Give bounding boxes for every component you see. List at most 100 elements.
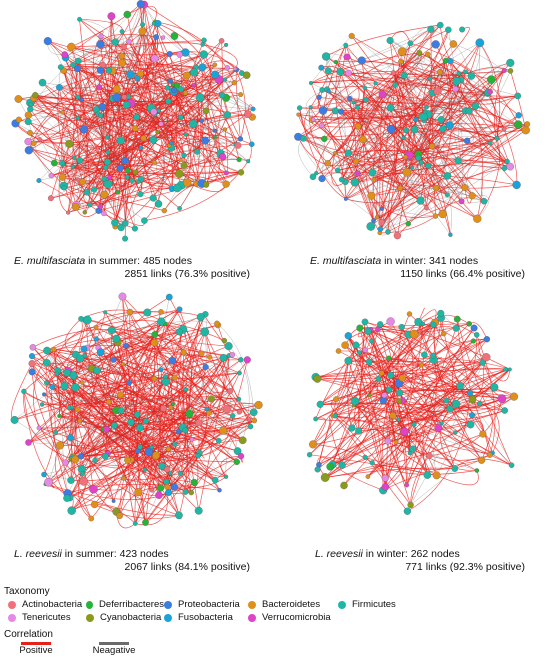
network-node	[27, 105, 34, 113]
network-node	[507, 68, 514, 74]
network-node	[43, 346, 51, 355]
network-node	[125, 167, 131, 174]
positive-link	[414, 43, 454, 120]
network-node	[153, 34, 160, 40]
network-node	[24, 111, 33, 119]
network-node	[112, 85, 121, 94]
legend-item-proteobacteria: Proteobacteria	[164, 599, 248, 610]
network-node	[80, 345, 88, 353]
network-node	[169, 141, 174, 146]
network-node	[25, 439, 32, 446]
positive-link	[315, 94, 383, 174]
positive-link	[325, 467, 455, 478]
positive-link	[312, 417, 326, 445]
network-node	[409, 329, 419, 339]
network-node	[456, 382, 464, 390]
positive-link	[59, 54, 204, 89]
positive-link	[367, 338, 488, 477]
network-node	[316, 94, 322, 100]
positive-link	[71, 504, 136, 524]
network-node	[165, 446, 172, 452]
network-node	[229, 352, 236, 358]
positive-link	[379, 167, 505, 234]
network-node	[344, 356, 353, 365]
network-node	[74, 406, 81, 413]
negative-link	[50, 89, 175, 199]
network-node	[36, 178, 42, 183]
network-node	[445, 121, 454, 130]
network-node	[103, 310, 108, 315]
network-node	[473, 332, 480, 338]
negative-link	[121, 55, 254, 110]
network-node	[433, 87, 442, 96]
negative-link	[298, 138, 314, 177]
network-node	[250, 106, 256, 112]
positive-link	[436, 470, 479, 486]
negative-link	[378, 378, 473, 406]
positive-link	[38, 354, 77, 429]
network-node	[150, 54, 159, 63]
network-node	[219, 354, 228, 362]
network-node	[29, 344, 37, 351]
positive-link	[55, 375, 75, 433]
negative-link	[179, 114, 228, 209]
network-node	[402, 167, 412, 177]
positive-link	[172, 360, 239, 400]
negative-link	[47, 40, 88, 193]
negative-link	[424, 111, 452, 235]
network-node	[350, 178, 360, 187]
network-node	[158, 367, 164, 373]
positive-link	[31, 363, 65, 389]
positive-link	[390, 321, 505, 411]
positive-link	[198, 355, 230, 511]
positive-link	[370, 115, 519, 227]
network-node	[468, 192, 476, 200]
positive-link	[104, 16, 112, 179]
negative-link	[400, 61, 462, 202]
network-node	[487, 75, 496, 84]
negative-link	[340, 111, 409, 157]
network-node	[386, 103, 395, 112]
network-node	[217, 487, 222, 493]
network-node	[93, 366, 101, 375]
network-node	[406, 311, 413, 317]
network-node	[504, 158, 510, 164]
network-node	[30, 140, 37, 147]
network-node	[407, 501, 414, 509]
network-node	[423, 205, 429, 211]
network-node	[88, 515, 95, 522]
network-node	[124, 456, 131, 464]
network-node	[151, 21, 157, 26]
network-node	[357, 56, 366, 65]
network-node	[116, 512, 123, 520]
network-node	[123, 342, 129, 349]
network-node	[111, 218, 119, 227]
positive-link	[313, 444, 386, 479]
positive-link	[466, 122, 519, 142]
positive-link	[439, 25, 488, 94]
network-node	[331, 107, 339, 115]
positive-link	[59, 445, 141, 448]
network-node	[76, 354, 85, 363]
network-node	[211, 70, 220, 79]
network-node	[373, 81, 378, 86]
network-node	[181, 152, 187, 158]
network-node	[318, 106, 328, 115]
network-node	[471, 102, 480, 110]
network-node	[231, 80, 238, 86]
network-node	[175, 511, 183, 520]
positive-link	[45, 409, 79, 485]
positive-link	[442, 128, 526, 133]
network-node	[479, 359, 486, 366]
network-node	[168, 470, 173, 476]
network-node	[343, 42, 349, 48]
network-node	[463, 137, 471, 145]
network-node	[367, 191, 376, 200]
network-panel-em-summer: E. multifasciata in summer: 485 nodes 28…	[0, 0, 275, 290]
network-node	[222, 77, 227, 82]
network-node	[371, 177, 377, 182]
network-node	[62, 459, 69, 466]
correlation-legend: Positive Neagative	[6, 642, 544, 656]
network-node	[386, 36, 394, 45]
network-node	[176, 306, 183, 313]
